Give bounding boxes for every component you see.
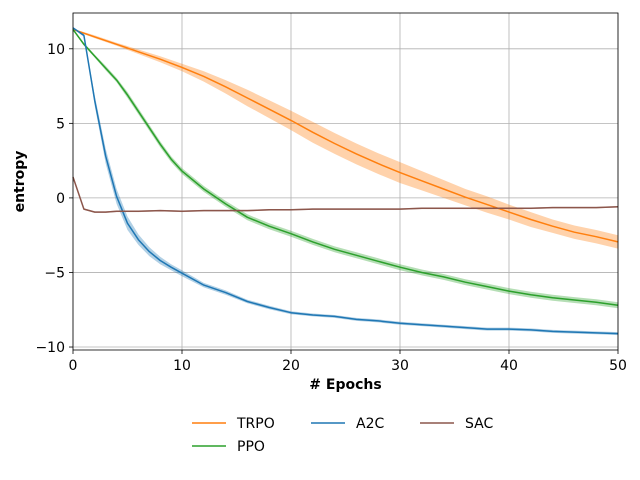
y-tick-label: 0 — [56, 191, 65, 207]
x-axis-title: # Epochs — [309, 377, 381, 393]
x-tick-label: 50 — [609, 358, 627, 374]
y-axis-title: entropy — [12, 151, 28, 213]
sac-line — [72, 176, 619, 213]
x-tick-label: 30 — [391, 358, 409, 374]
ppo-legend-label: PPO — [237, 439, 265, 455]
axis-ticks: 0 10 20 30 40 50 −10 −5 0 5 10 — [35, 42, 626, 374]
trpo-band — [73, 28, 618, 249]
ppo-line — [72, 28, 619, 307]
plot-frame — [72, 12, 619, 351]
sac-band — [73, 176, 618, 213]
a2c-band — [73, 27, 618, 336]
x-tick-label: 10 — [173, 358, 191, 374]
ppo-band — [73, 28, 618, 309]
x-tick-label: 0 — [69, 358, 78, 374]
series-lines — [72, 27, 619, 335]
y-tick-label: −10 — [35, 340, 65, 356]
sac-legend-label: SAC — [465, 416, 493, 432]
a2c-line — [72, 27, 619, 335]
y-tick-label: 5 — [56, 116, 65, 132]
x-tick-label: 40 — [500, 358, 518, 374]
legend: TRPO A2C SAC PPO — [192, 416, 493, 455]
a2c-legend-label: A2C — [356, 416, 384, 432]
trpo-line — [72, 28, 619, 243]
y-tick-label: −5 — [44, 265, 65, 281]
y-tick-label: 10 — [47, 42, 65, 58]
trpo-legend-label: TRPO — [236, 416, 275, 432]
x-tick-label: 20 — [282, 358, 300, 374]
grid — [72, 13, 619, 350]
confidence-bands — [73, 27, 618, 336]
